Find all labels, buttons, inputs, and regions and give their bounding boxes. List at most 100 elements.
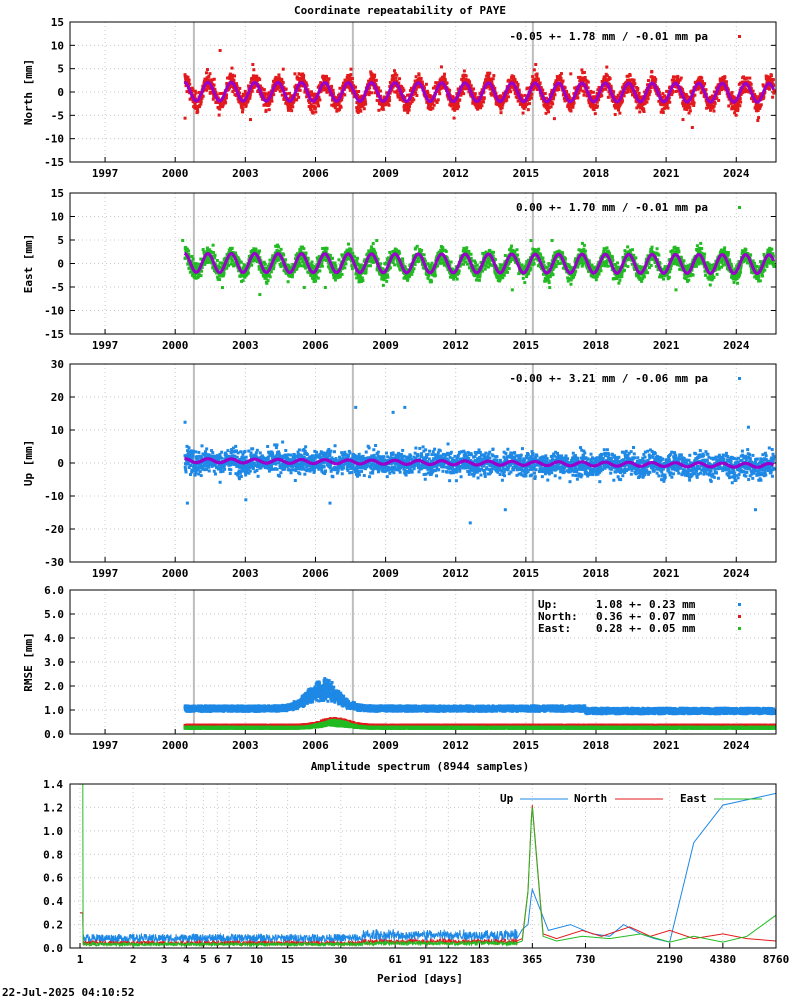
data-point: [302, 247, 306, 251]
data-point: [525, 99, 529, 103]
data-point: [313, 92, 317, 96]
data-point: [358, 266, 362, 270]
data-point: [293, 72, 297, 76]
data-point: [622, 94, 626, 98]
data-point: [385, 262, 389, 266]
data-point: [416, 256, 420, 260]
data-point: [276, 84, 280, 88]
data-point: [422, 86, 426, 90]
data-point: [316, 269, 320, 273]
data-point: [562, 96, 566, 100]
y-axis-label: East [mm]: [22, 234, 35, 294]
data-point: [756, 108, 760, 112]
data-point: [244, 92, 248, 96]
data-point: [454, 274, 458, 278]
data-point: [484, 250, 488, 254]
data-point: [308, 100, 312, 104]
data-point: [409, 101, 413, 105]
data-point: [221, 103, 225, 107]
data-point: [227, 86, 231, 90]
data-point: [480, 104, 484, 108]
data-point: [711, 106, 715, 110]
data-point: [237, 260, 241, 264]
data-point: [464, 87, 468, 91]
data-point: [579, 77, 583, 81]
data-point: [190, 254, 194, 258]
data-point: [208, 72, 212, 76]
data-point: [301, 72, 305, 76]
data-point: [423, 259, 427, 263]
data-point: [391, 261, 395, 265]
data-point: [712, 109, 716, 113]
data-point: [328, 253, 332, 257]
data-point: [657, 99, 661, 103]
data-point: [516, 253, 520, 257]
data-point: [466, 86, 470, 90]
data-point: [483, 267, 487, 271]
data-point: [316, 276, 320, 280]
data-point: [755, 97, 759, 101]
data-point: [377, 108, 381, 112]
data-point: [219, 266, 223, 270]
data-point: [600, 94, 604, 98]
data-point: [351, 254, 355, 258]
data-point: [515, 94, 519, 98]
data-point: [454, 103, 458, 107]
data-point: [571, 103, 575, 107]
data-point: [525, 263, 529, 267]
data-point: [532, 262, 536, 266]
x-tick-label: 2018: [583, 339, 610, 352]
data-point: [326, 81, 330, 85]
data-point: [464, 260, 468, 264]
data-point: [284, 101, 288, 105]
data-point: [339, 105, 343, 109]
data-point: [248, 93, 252, 97]
data-point: [506, 95, 510, 99]
data-point: [268, 275, 272, 279]
data-point: [200, 96, 204, 100]
data-point: [247, 84, 251, 88]
data-point: [231, 73, 235, 77]
data-point: [351, 251, 355, 255]
data-point: [304, 266, 308, 270]
legend-swatch: [738, 35, 741, 38]
data-point: [462, 92, 466, 96]
data-point: [713, 101, 717, 105]
data-point: [571, 105, 575, 109]
data-point: [693, 93, 697, 97]
data-point: [491, 250, 495, 254]
data-point: [529, 266, 533, 270]
data-point: [682, 104, 686, 108]
data-point: [638, 110, 642, 114]
data-point: [551, 97, 555, 101]
data-point: [318, 98, 322, 102]
data-point: [529, 96, 533, 100]
data-point: [326, 265, 330, 269]
data-point: [758, 106, 762, 110]
data-point: [302, 261, 306, 265]
data-point: [391, 85, 395, 89]
data-point: [603, 77, 607, 81]
x-tick-label: 2021: [653, 339, 680, 352]
data-point: [285, 92, 289, 96]
data-point: [372, 247, 376, 251]
data-point: [613, 113, 617, 117]
data-point: [536, 78, 540, 82]
data-point: [647, 93, 651, 97]
data-point: [499, 111, 503, 115]
data-point: [433, 269, 437, 273]
data-point: [223, 98, 227, 102]
data-point: [390, 88, 394, 92]
data-point: [280, 93, 284, 97]
data-point: [308, 90, 312, 94]
data-point: [647, 79, 651, 83]
x-tick-label: 2000: [162, 339, 189, 352]
data-point: [464, 247, 468, 251]
data-point: [556, 78, 560, 82]
data-point: [397, 81, 401, 85]
data-point: [513, 78, 517, 82]
data-point: [607, 90, 611, 94]
data-point: [547, 110, 551, 114]
data-point: [191, 88, 195, 92]
data-point: [338, 274, 342, 278]
